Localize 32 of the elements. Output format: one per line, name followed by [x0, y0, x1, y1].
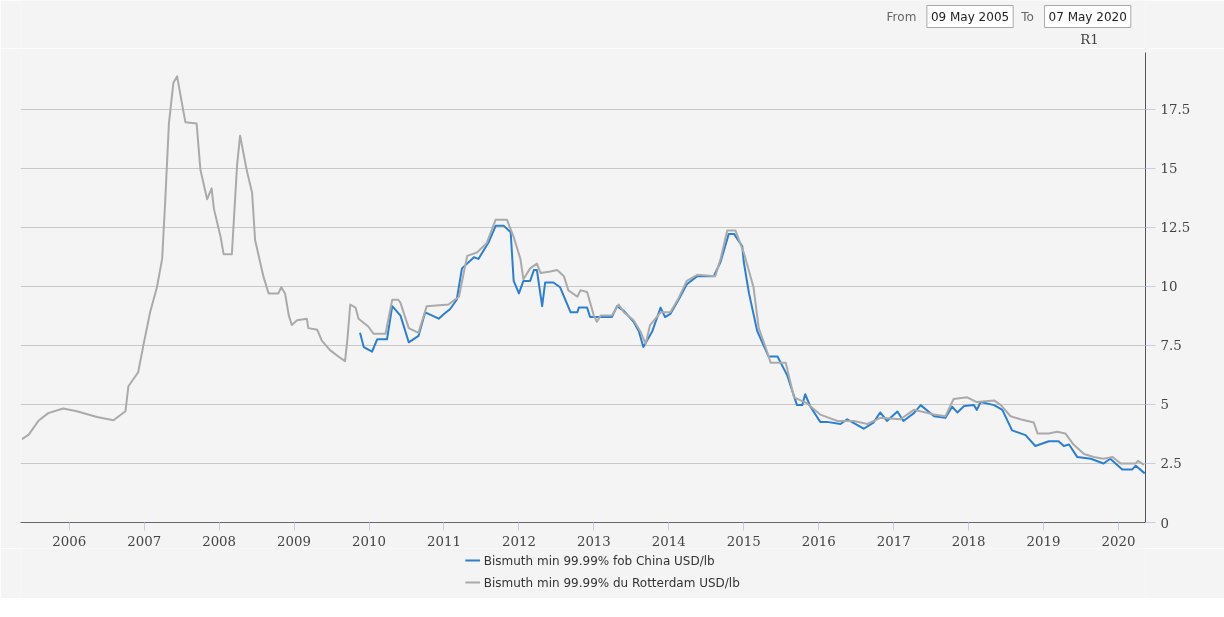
text: From	[886, 9, 917, 24]
y-tick-label: 2.5	[1160, 456, 1182, 472]
y-tick-label: 12.5	[1160, 220, 1191, 236]
text: 07 May 2020	[1048, 9, 1127, 24]
text: To	[1020, 9, 1034, 24]
line-series	[359, 224, 1146, 475]
legend-label: Bismuth min 99.99% du Rotterdam USD/lb	[483, 575, 740, 590]
x-tick-label: 2010	[352, 533, 386, 549]
y-axis-title: R1	[1080, 31, 1099, 47]
x-tick-label: 2015	[726, 533, 761, 549]
x-tick-label: 2006	[52, 533, 87, 549]
x-tick-label: 2013	[576, 533, 611, 549]
x-tick-label: 2017	[876, 533, 911, 549]
x-tick-label: 2009	[277, 533, 312, 549]
y-tick-label: 15	[1160, 161, 1178, 177]
y-tick-label: 10	[1160, 279, 1178, 295]
line-series	[21, 75, 1145, 466]
x-tick-label: 2020	[1101, 533, 1136, 549]
x-tick-label: 2007	[127, 533, 162, 549]
x-tick-label: 2011	[427, 533, 461, 549]
x-tick-label: 2018	[951, 533, 986, 549]
x-tick-label: 2012	[501, 533, 536, 549]
y-tick-label: 5	[1160, 397, 1169, 413]
x-tick-label: 2008	[202, 533, 237, 549]
legend-label: Bismuth min 99.99% fob China USD/lb	[483, 553, 715, 568]
x-tick-label: 2016	[801, 533, 836, 549]
x-tick-label: 2019	[1026, 533, 1061, 549]
y-tick-label: 17.5	[1160, 102, 1191, 118]
text: 09 May 2005	[930, 9, 1010, 24]
y-tick-label: 7.5	[1160, 338, 1182, 354]
y-tick-label: 0	[1160, 515, 1169, 531]
x-tick-label: 2014	[651, 533, 686, 549]
